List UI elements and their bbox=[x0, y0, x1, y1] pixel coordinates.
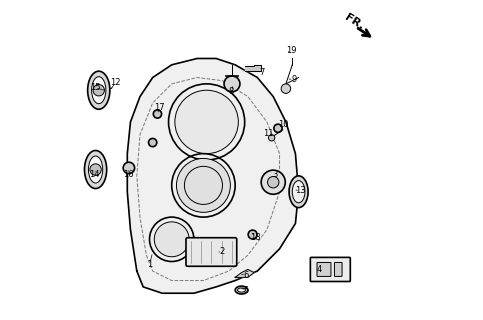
Circle shape bbox=[261, 170, 285, 194]
Ellipse shape bbox=[88, 156, 103, 183]
Ellipse shape bbox=[87, 71, 110, 109]
Text: 9: 9 bbox=[291, 75, 297, 84]
Text: 15: 15 bbox=[90, 83, 100, 92]
Text: 16: 16 bbox=[123, 170, 134, 179]
Circle shape bbox=[93, 84, 104, 96]
Circle shape bbox=[153, 110, 161, 118]
Circle shape bbox=[268, 177, 279, 188]
Circle shape bbox=[248, 230, 257, 239]
Circle shape bbox=[269, 135, 275, 141]
Ellipse shape bbox=[235, 286, 248, 294]
Text: 4: 4 bbox=[316, 265, 322, 274]
Text: 11: 11 bbox=[263, 129, 274, 138]
Text: 12: 12 bbox=[110, 78, 121, 87]
Text: 17: 17 bbox=[154, 103, 164, 112]
Circle shape bbox=[175, 90, 238, 154]
Ellipse shape bbox=[238, 288, 245, 292]
Ellipse shape bbox=[92, 77, 106, 104]
Circle shape bbox=[281, 84, 291, 93]
Text: 2: 2 bbox=[220, 247, 225, 257]
Text: 10: 10 bbox=[278, 120, 289, 129]
FancyBboxPatch shape bbox=[311, 257, 350, 282]
Text: 8: 8 bbox=[228, 87, 234, 96]
Text: 3: 3 bbox=[273, 170, 278, 179]
Text: 6: 6 bbox=[243, 271, 249, 280]
Text: 5: 5 bbox=[243, 285, 249, 295]
Circle shape bbox=[224, 76, 240, 92]
Circle shape bbox=[90, 164, 101, 175]
Circle shape bbox=[176, 158, 230, 212]
FancyBboxPatch shape bbox=[317, 262, 331, 276]
Text: 18: 18 bbox=[250, 233, 260, 242]
Text: 7: 7 bbox=[259, 68, 265, 77]
Circle shape bbox=[154, 222, 189, 257]
FancyBboxPatch shape bbox=[334, 262, 342, 276]
Circle shape bbox=[149, 139, 157, 147]
Circle shape bbox=[123, 162, 135, 174]
Ellipse shape bbox=[289, 176, 308, 208]
Text: 13: 13 bbox=[295, 186, 306, 195]
FancyBboxPatch shape bbox=[186, 238, 237, 266]
Polygon shape bbox=[235, 269, 254, 277]
Polygon shape bbox=[245, 65, 260, 71]
Circle shape bbox=[274, 124, 282, 132]
Text: FR.: FR. bbox=[343, 12, 366, 32]
Text: 19: 19 bbox=[286, 46, 297, 55]
Ellipse shape bbox=[292, 180, 305, 203]
Ellipse shape bbox=[85, 150, 107, 188]
Polygon shape bbox=[128, 59, 298, 293]
Text: 14: 14 bbox=[89, 170, 99, 179]
Text: 1: 1 bbox=[147, 260, 152, 269]
